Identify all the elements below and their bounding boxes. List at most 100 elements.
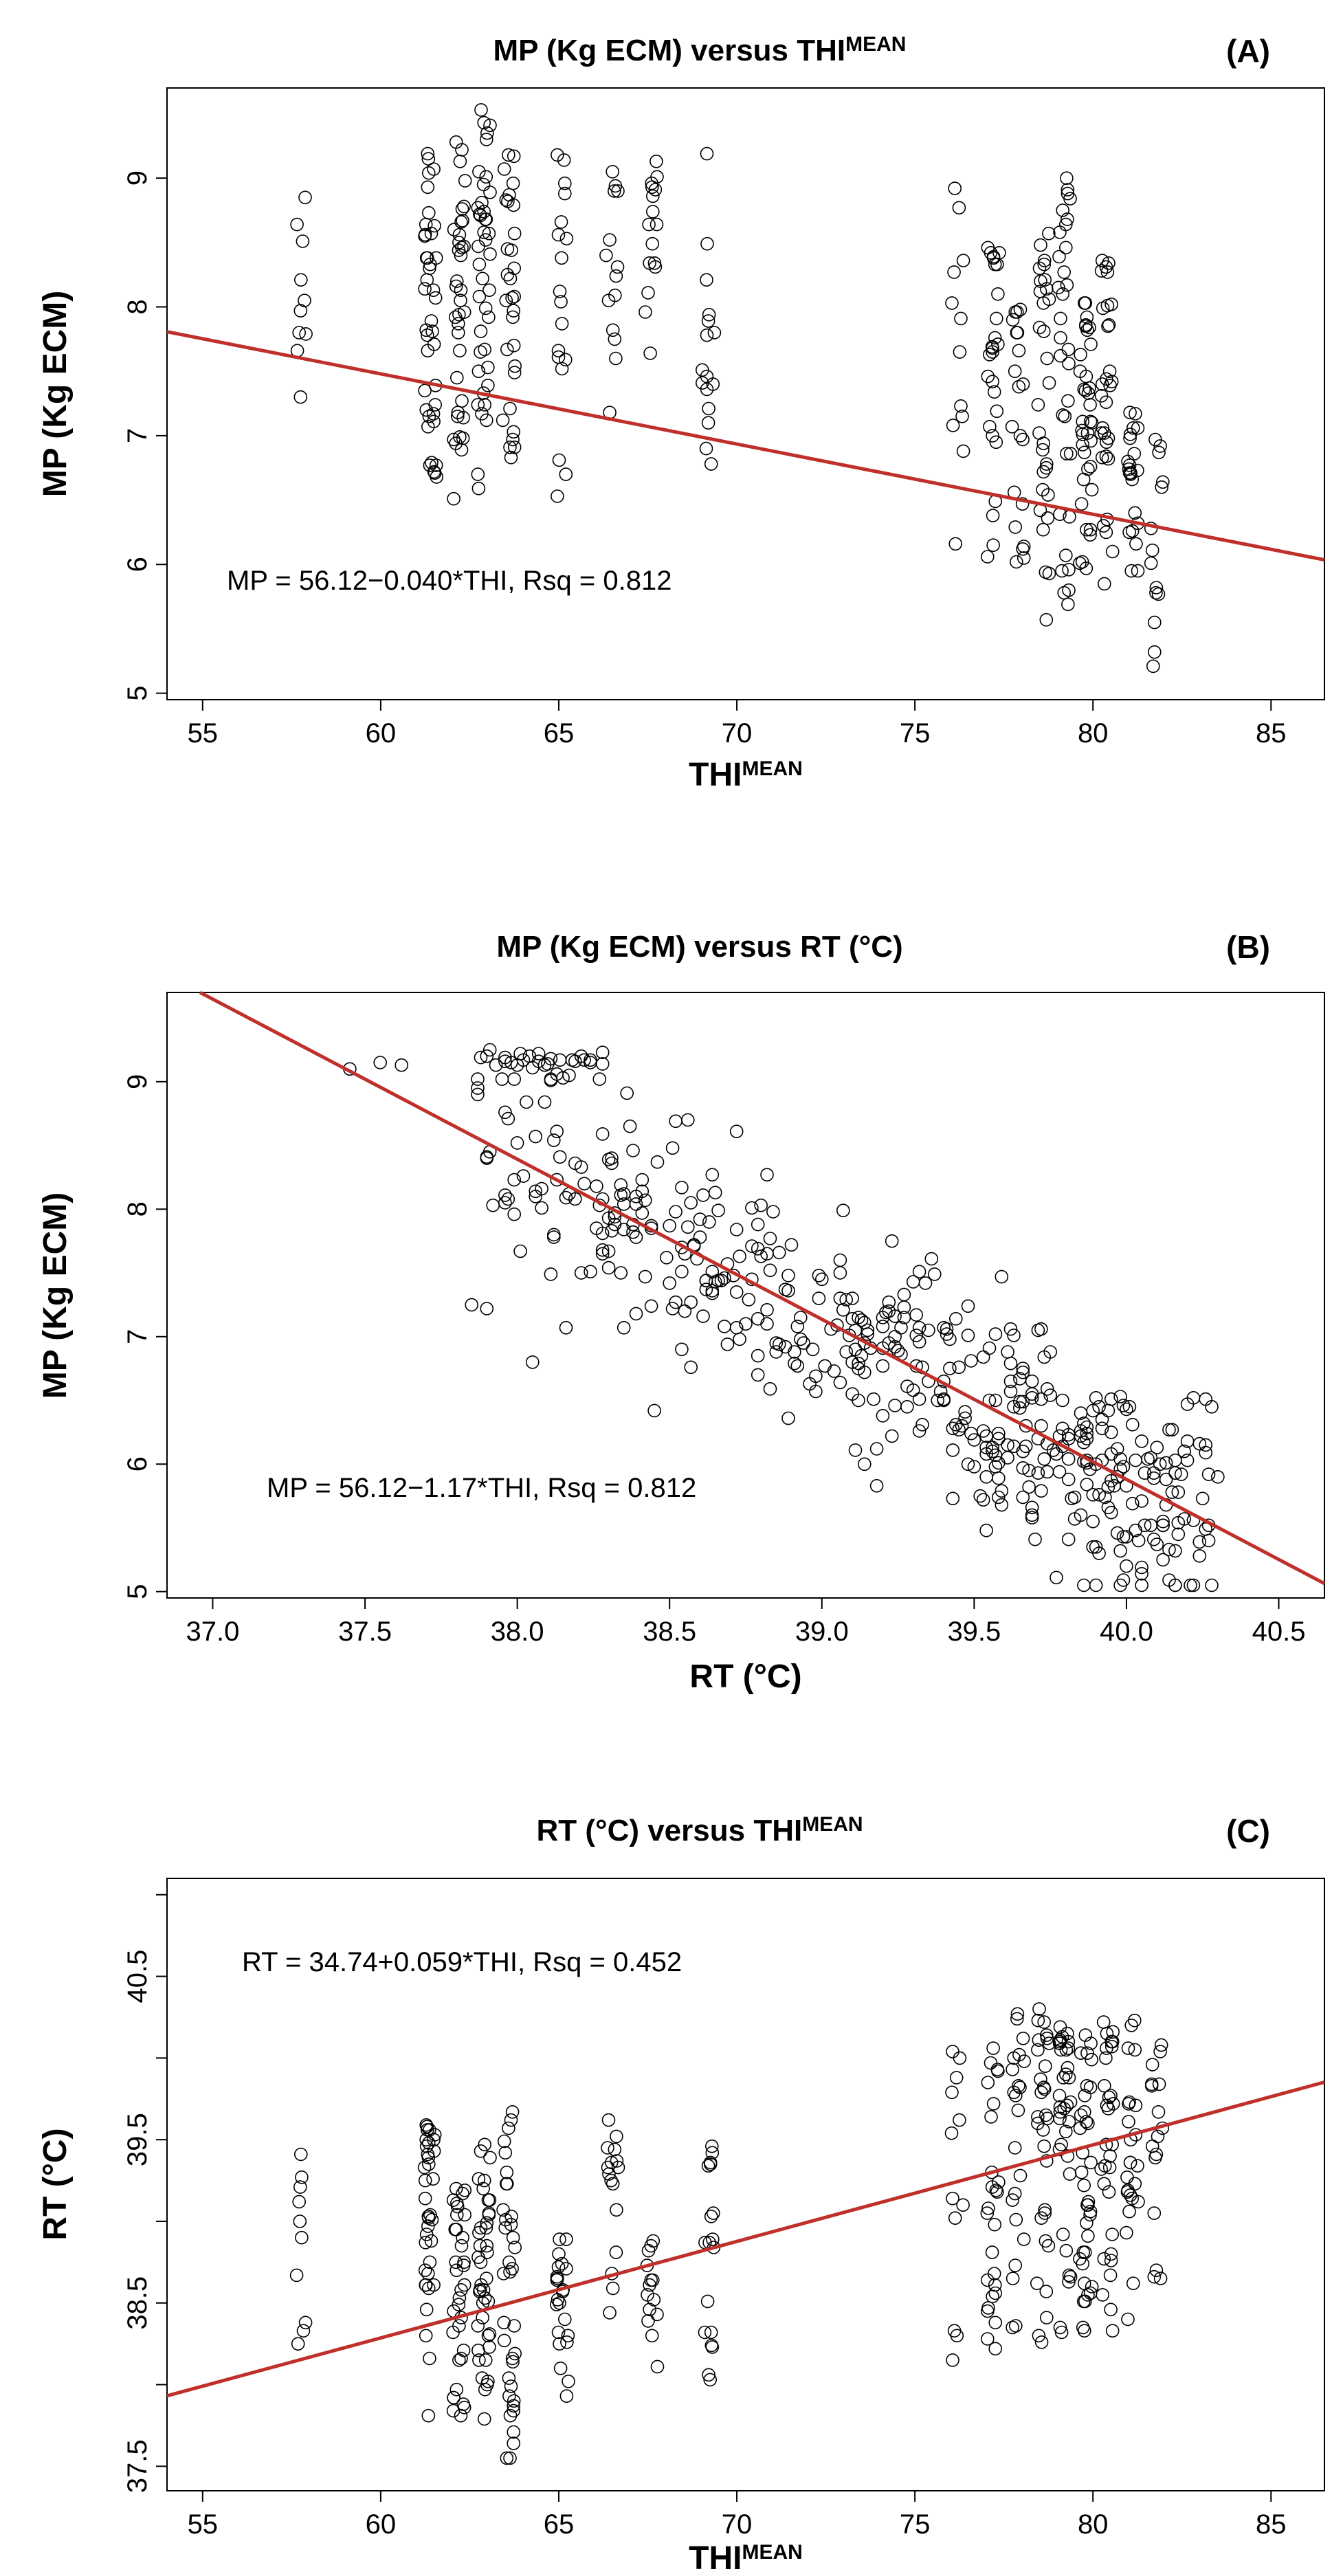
panel-a-point	[1008, 520, 1022, 534]
panel-a-point	[1083, 414, 1098, 429]
panel-c-point	[1057, 2102, 1071, 2116]
panel-b-point	[1135, 1578, 1148, 1592]
x-tick-label: 40.0	[1100, 1617, 1153, 1647]
panel-c-point	[1016, 2032, 1030, 2045]
panel-a-point	[1076, 438, 1089, 452]
panel-b-point	[946, 1421, 960, 1436]
panel-a-point	[449, 135, 463, 149]
panel-a-point	[1144, 556, 1158, 570]
panel-a-point	[599, 248, 613, 263]
panel-b-point	[745, 1239, 759, 1253]
panel-c-point	[1097, 2177, 1111, 2191]
panel-b-point	[1028, 1532, 1042, 1546]
panel-c-point	[1078, 2028, 1093, 2042]
panel-b-point	[1105, 1392, 1118, 1406]
panel-b-point	[995, 1269, 1009, 1284]
panel-c-point	[986, 2289, 999, 2304]
panel-a-point	[1056, 287, 1069, 301]
x-tick-label: 37.0	[186, 1617, 240, 1647]
panel-c-point	[1081, 2116, 1095, 2131]
panel-b-point	[952, 1423, 966, 1436]
panel-c-point	[479, 2221, 493, 2235]
panel-a-point	[454, 443, 469, 457]
panel-b-point	[595, 1127, 610, 1141]
panel-a-point	[1076, 428, 1089, 441]
panel-a-point	[471, 481, 486, 496]
panel-b-point	[601, 1244, 616, 1258]
panel-c-point	[421, 2210, 436, 2223]
panel-a-point	[986, 375, 999, 389]
panel-a-point	[421, 146, 435, 161]
panel-b-point	[605, 1156, 619, 1170]
panel-b-point	[638, 1269, 652, 1284]
panel-b-point	[1168, 1578, 1182, 1592]
panel-b-x-axis: 37.0 37.5 38.0 38.5 39.0 39.5 40.0 40.5	[186, 1598, 1305, 1647]
panel-b-point	[1022, 1480, 1036, 1494]
panel-b-point	[595, 1045, 610, 1059]
panel-a-point	[555, 317, 569, 331]
panel-a-point	[456, 214, 469, 227]
panel-b-point	[1171, 1515, 1186, 1530]
panel-b-point	[852, 1356, 865, 1370]
panel-a: MP (Kg ECM) versus THIMEAN (A) 55 60 65 70 7…	[37, 33, 1325, 793]
panel-a-point	[456, 431, 470, 445]
panel-a-point	[474, 345, 487, 359]
panel-a-point	[475, 195, 489, 210]
panel-a-point	[422, 409, 436, 423]
panel-c-point	[480, 2239, 494, 2253]
panel-b-point	[1168, 1466, 1182, 1480]
panel-a-point	[947, 265, 961, 279]
panel-a-point	[552, 453, 566, 467]
panel-c-point	[421, 2151, 436, 2165]
panel-b-point	[1135, 1434, 1148, 1448]
panel-a-point	[1010, 305, 1024, 319]
panel-b-point	[1116, 1399, 1131, 1412]
panel-c-point	[418, 2173, 432, 2188]
panel-b-point	[614, 1178, 628, 1192]
panel-b-point	[806, 1342, 820, 1357]
y-tick-label: 8	[122, 299, 153, 314]
panel-a-point	[986, 345, 999, 359]
panel-b-point	[961, 1457, 975, 1472]
panel-c-point	[1120, 2185, 1135, 2199]
panel-a-point	[477, 205, 491, 219]
panel-b-plot-frame	[166, 992, 1325, 1599]
panel-c-plot-frame	[166, 1878, 1325, 2491]
panel-b-point	[961, 1299, 975, 1313]
panel-c-point	[477, 2173, 491, 2188]
panel-b-point	[696, 1188, 710, 1202]
panel-a-point	[1040, 351, 1054, 366]
panel-a-point	[1102, 318, 1116, 332]
panel-a-point	[648, 183, 663, 197]
panel-a-point	[472, 257, 487, 271]
panel-c-point	[1151, 2105, 1166, 2119]
panel-b-point	[995, 1498, 1009, 1512]
panel-a-point	[1100, 265, 1115, 279]
panel-b-point	[617, 1223, 631, 1236]
panel-a-point	[1055, 564, 1069, 578]
panel-c-point	[483, 2151, 497, 2165]
panel-b-point	[1052, 1465, 1067, 1479]
panel-b-point	[906, 1275, 920, 1289]
panel-c-x-axis: 55 60 65 70 75 80 85	[188, 2491, 1287, 2540]
panel-a-point	[418, 227, 432, 242]
panel-b-point	[635, 1206, 650, 1220]
panel-b-point	[395, 1058, 409, 1072]
panel-a-point	[471, 364, 486, 379]
y-tick-label: 37.5	[122, 2439, 153, 2493]
panel-c-point	[981, 2076, 995, 2089]
panel-b-point	[480, 1302, 494, 1315]
panel-b-point	[702, 1215, 716, 1229]
panel-c-point	[1063, 2167, 1077, 2181]
panel-b-point	[760, 1168, 774, 1181]
panel-a-point	[1012, 344, 1026, 358]
panel-b-point	[1129, 1453, 1142, 1467]
panel-c-point	[1122, 2115, 1135, 2129]
panel-a-point	[1101, 452, 1115, 466]
panel-c-point	[1060, 2098, 1074, 2113]
panel-a-point	[1037, 257, 1051, 271]
panel-a-point	[607, 184, 621, 198]
panel-b-point	[928, 1267, 942, 1281]
panel-c-point	[604, 2173, 618, 2188]
panel-a-point	[1063, 447, 1078, 460]
